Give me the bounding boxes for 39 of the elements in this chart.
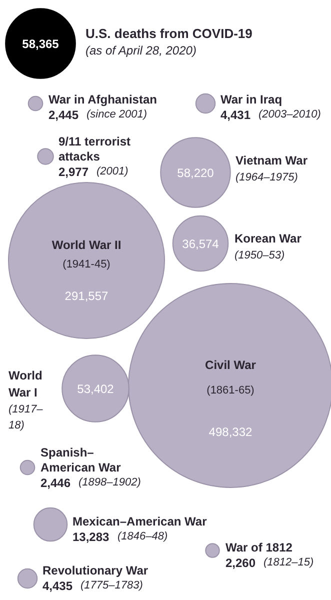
text: (1775–1783) bbox=[80, 580, 144, 592]
text: (1941-45) bbox=[62, 258, 110, 270]
text: (as of April 28, 2020) bbox=[86, 44, 196, 58]
category-label: Civil War bbox=[205, 358, 256, 372]
data-label: 53,402 bbox=[77, 382, 114, 396]
text: (1950–53) bbox=[234, 250, 285, 262]
category-label: World War I bbox=[8, 368, 42, 400]
data-label: 2,446 bbox=[40, 476, 71, 490]
text: (1846–48) bbox=[118, 530, 168, 542]
category-label: War of 1812 bbox=[226, 540, 293, 554]
text: (2003–2010) bbox=[258, 108, 322, 120]
data-label: 4,435 bbox=[42, 579, 73, 593]
data-label: 13,283 bbox=[72, 530, 110, 544]
category-label: Spanish–American War bbox=[40, 446, 122, 474]
data-label: 58,365 bbox=[22, 37, 60, 51]
text: (1812–15) bbox=[264, 556, 314, 568]
data-label: 498,332 bbox=[208, 424, 253, 439]
text: (1861-65) bbox=[206, 384, 254, 397]
category-label: 9/11 terrorist attacks bbox=[58, 134, 131, 164]
data-label: 2,977 bbox=[58, 165, 89, 179]
data-label: 2,445 bbox=[48, 108, 79, 122]
text: (1964–1975) bbox=[236, 172, 298, 184]
text: (since 2001) bbox=[86, 108, 148, 120]
category-label: Revolutionary War bbox=[42, 564, 148, 578]
data-label: 291,557 bbox=[64, 289, 109, 304]
data-label: 58,220 bbox=[177, 166, 214, 180]
data-label: 36,574 bbox=[182, 237, 220, 251]
category-label: Vietnam War bbox=[236, 154, 308, 168]
text: (1898–1902) bbox=[78, 476, 142, 488]
category-label: War in Iraq bbox=[220, 92, 282, 106]
category-label: Mexican–American War bbox=[72, 514, 208, 528]
category-label: World War II bbox=[52, 238, 122, 252]
category-label: U.S. deaths from COVID-19 bbox=[86, 26, 252, 41]
text: (1917–18) bbox=[8, 404, 44, 432]
data-label: 2,260 bbox=[226, 556, 256, 570]
category-label: War in Afghanistan bbox=[48, 92, 157, 106]
data-label: 4,431 bbox=[220, 108, 251, 122]
category-label: Korean War bbox=[234, 232, 302, 246]
text: (2001) bbox=[96, 166, 129, 178]
